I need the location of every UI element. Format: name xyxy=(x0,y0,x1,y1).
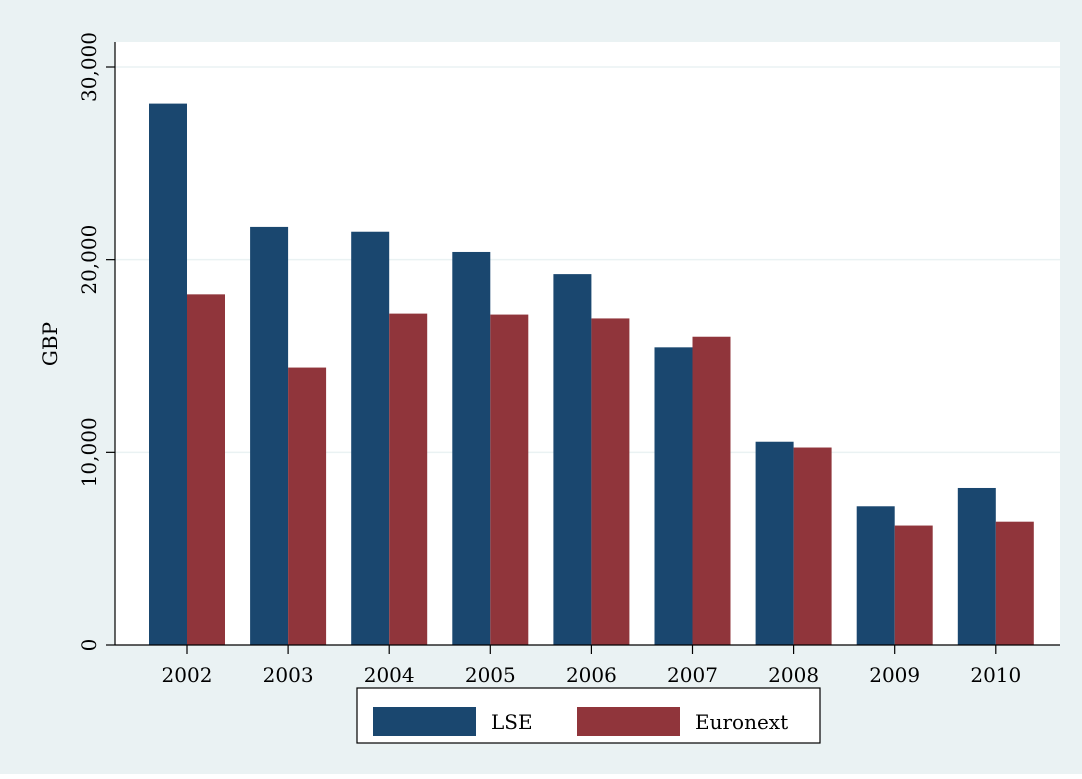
legend-label-euronext: Euronext xyxy=(695,710,788,734)
bar-lse-2003 xyxy=(250,226,289,645)
bar-lse-2010 xyxy=(957,487,996,645)
bar-euronext-2009 xyxy=(894,525,933,645)
x-tick-label: 2006 xyxy=(566,663,617,687)
y-tick-label: 30,000 xyxy=(77,32,101,102)
bar-euronext-2010 xyxy=(995,521,1034,645)
x-tick-label: 2002 xyxy=(162,663,213,687)
x-tick-label: 2008 xyxy=(768,663,819,687)
bar-euronext-2003 xyxy=(288,367,327,645)
legend: LSE Euronext xyxy=(356,687,821,744)
legend-label-lse: LSE xyxy=(491,710,533,734)
x-tick-label: 2004 xyxy=(364,663,415,687)
y-axis-label: GBP xyxy=(38,322,62,366)
bar-euronext-2002 xyxy=(187,294,225,645)
x-tick-label: 2007 xyxy=(667,663,718,687)
bar-lse-2006 xyxy=(553,274,592,645)
bar-lse-2009 xyxy=(856,506,895,645)
bar-lse-2004 xyxy=(351,231,390,646)
legend-swatch-lse xyxy=(373,707,476,736)
x-tick-label: 2003 xyxy=(263,663,314,687)
bar-lse-2007 xyxy=(654,347,693,645)
bar-euronext-2006 xyxy=(591,318,630,645)
bar-euronext-2004 xyxy=(389,313,428,645)
y-tick-label: 20,000 xyxy=(77,225,101,295)
legend-swatch-euronext xyxy=(577,707,680,736)
bar-euronext-2005 xyxy=(490,314,529,645)
axes: 0 10,000 20,000 30,000 2002 2003 2004 2005 2006 2… xyxy=(77,32,1060,687)
bar-lse-2005 xyxy=(452,251,491,645)
x-tick-label: 2010 xyxy=(970,663,1021,687)
bars xyxy=(149,103,1034,646)
bar-lse-2002 xyxy=(149,103,187,645)
y-tick-label: 10,000 xyxy=(77,417,101,487)
y-tick-label: 0 xyxy=(77,639,101,652)
x-tick-label: 2009 xyxy=(869,663,920,687)
bar-euronext-2007 xyxy=(692,336,731,645)
bar-euronext-2008 xyxy=(793,447,832,645)
bar-lse-2008 xyxy=(755,441,794,645)
x-tick-label: 2005 xyxy=(465,663,516,687)
